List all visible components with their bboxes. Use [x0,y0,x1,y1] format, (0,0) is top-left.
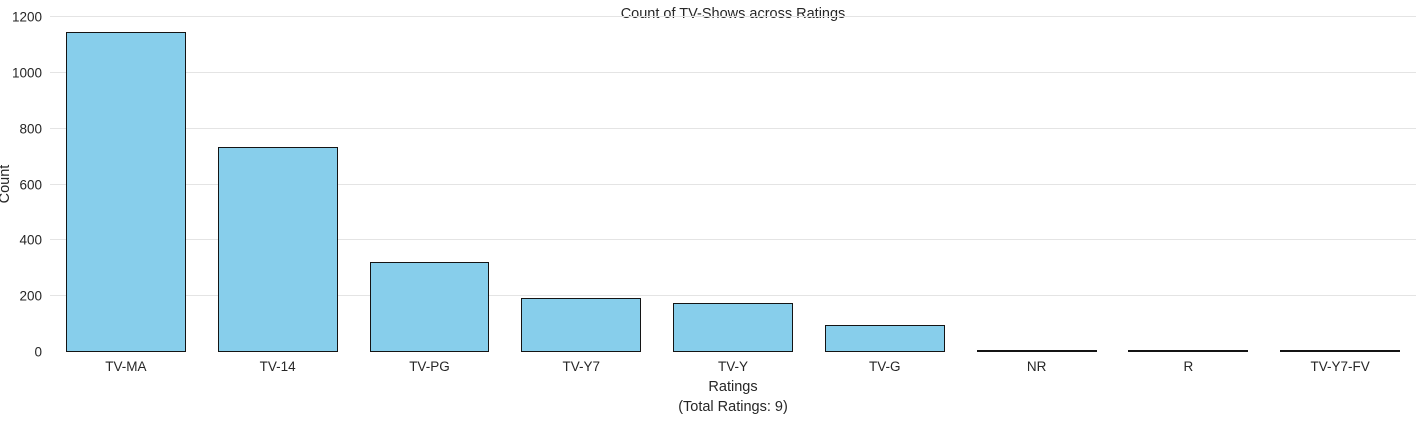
y-tick-label: 200 [19,288,42,304]
bar-slot [1112,17,1264,352]
gridline [50,295,1416,297]
bar-slot [809,17,961,352]
bar-r [1128,350,1249,352]
x-tick-label: TV-Y7 [562,359,600,374]
gridline [50,16,1416,17]
x-tick-label: TV-MA [105,359,147,374]
bar-slot [202,17,354,352]
bar-tv-y7 [521,297,642,352]
y-axis-tick-labels: 0 200 400 600 800 1000 1200 [0,10,42,360]
bar-tv-pg [369,261,490,352]
x-axis-label-text: Ratings [708,379,758,395]
y-tick-label: 800 [19,121,42,137]
x-axis-total-ratings-text: (Total Ratings: 9) [678,399,788,415]
x-tick-label: TV-Y [718,359,749,374]
plot-area [50,16,1416,352]
bar-tv-14 [217,147,338,352]
bar-tv-ma [65,32,186,352]
x-tick-label: TV-14 [259,359,296,374]
x-tick-label: TV-G [869,359,901,374]
bar-slot [354,17,506,352]
bar-slot [50,17,202,352]
x-axis-tick-labels: TV-MA TV-14 TV-PG TV-Y7 TV-Y TV-G NR R TV-Y7-FV [50,359,1416,374]
bar-slot [1264,17,1416,352]
bar-slot [961,17,1113,352]
gridline [50,183,1416,185]
gridline [50,239,1416,241]
y-tick-label: 1200 [11,9,42,25]
chart-title: Count of TV-Shows across Ratings [620,6,846,22]
x-tick-label: TV-Y7-FV [1310,359,1370,374]
y-tick-label: 1000 [11,65,42,81]
bar-tv-y7-fv [1280,350,1401,352]
x-tick-label: R [1183,359,1194,374]
x-tick-label: NR [1026,359,1047,374]
y-tick-label: 600 [19,177,42,192]
bar-slot [505,17,657,352]
y-tick-label: 0 [34,344,42,360]
bar-tv-g [824,325,945,352]
bar-tv-y [673,302,793,352]
x-axis-label: Ratings (Total Ratings: 9) [50,377,1416,417]
bar-slot [657,17,809,352]
bar-nr [976,350,1097,352]
x-tick-label: TV-PG [409,359,450,374]
y-tick-label: 400 [19,232,42,248]
gridline [50,71,1416,73]
gridline [50,127,1416,129]
